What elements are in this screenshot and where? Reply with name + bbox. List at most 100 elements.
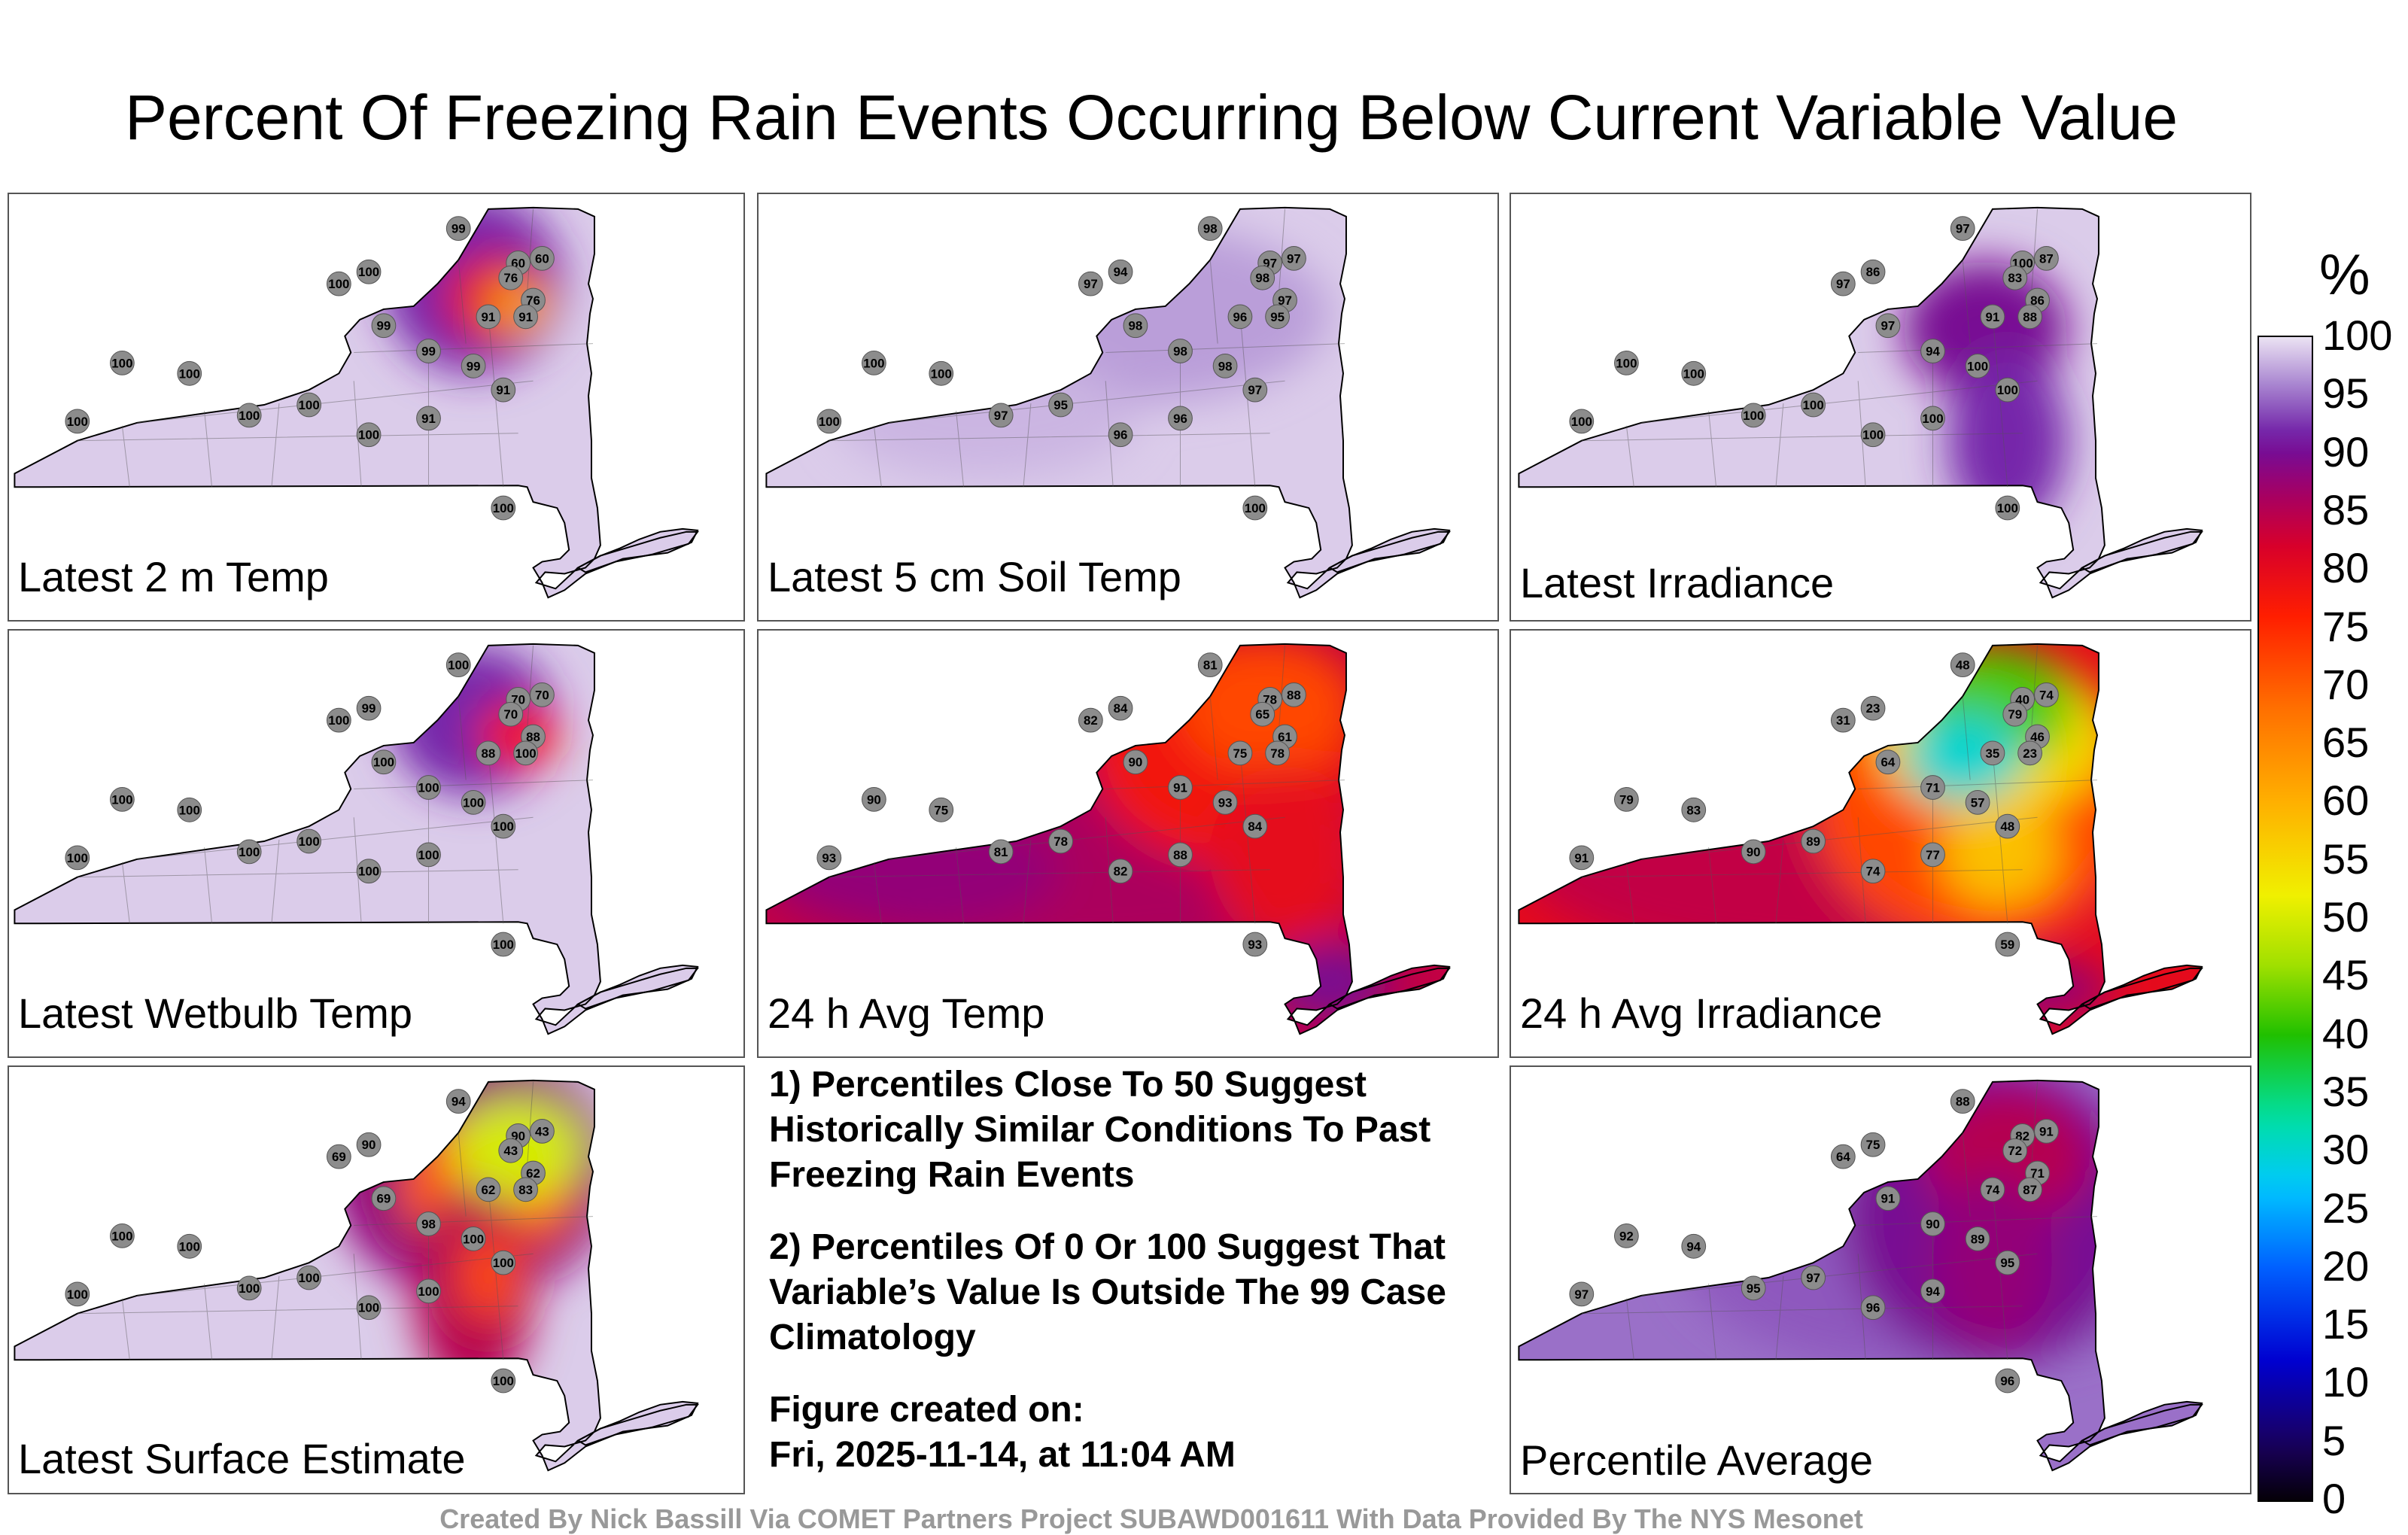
field-blob [1932, 1172, 2053, 1351]
station-value: 60 [535, 251, 549, 266]
station-marker: 98 [1197, 216, 1223, 242]
station-dot [1108, 859, 1133, 884]
station-dot [1860, 259, 1886, 284]
station-marker: 100 [177, 360, 202, 386]
station-marker: 90 [1123, 749, 1148, 775]
station-marker: 93 [1212, 790, 1238, 815]
station-dot [816, 845, 842, 871]
station-value: 69 [332, 1150, 346, 1164]
station-marker: 83 [513, 1177, 538, 1202]
station-marker: 100 [356, 259, 382, 284]
station-value: 88 [1287, 688, 1301, 702]
state-outline [1518, 643, 2203, 1035]
station-dot [1227, 304, 1253, 330]
station-value: 97 [994, 409, 1008, 423]
station-value: 96 [1866, 1301, 1880, 1315]
station-dot [1569, 1281, 1595, 1307]
station-marker: 69 [326, 1144, 351, 1169]
station-marker: 100 [1614, 351, 1639, 375]
colorbar-tick-label: 0 [2322, 1475, 2346, 1522]
station-marker: 100 [326, 271, 351, 296]
station-marker: 100 [296, 828, 322, 854]
panel-label: Latest 2 m Temp [18, 553, 329, 600]
station-value: 100 [418, 848, 439, 862]
station-value: 69 [377, 1192, 391, 1206]
station-dot [816, 409, 842, 434]
station-value: 31 [1836, 713, 1850, 728]
station-marker: 100 [236, 403, 262, 428]
station-marker: 98 [1250, 265, 1275, 290]
station-dot [1168, 339, 1193, 363]
station-value: 88 [482, 746, 496, 761]
station-dot [929, 797, 954, 822]
station-marker: 100 [816, 409, 842, 434]
station-dot [1048, 828, 1074, 854]
field-base [1519, 207, 2202, 598]
station-value: 94 [451, 1095, 466, 1109]
station-marker: 100 [416, 775, 441, 800]
station-marker: 88 [2017, 304, 2042, 330]
station-marker: 97 [1242, 377, 1268, 403]
map-panel-avgtemp: 81 78 88 65 61 75 78 84 82 90 91 93 84 88 82 78 81 75 90 93… [757, 629, 1499, 1058]
station-marker: 97 [1830, 271, 1856, 296]
long-island-outline [1328, 530, 1451, 573]
station-marker: 100 [296, 1265, 322, 1290]
station-dot [1681, 360, 1707, 386]
station-value: 97 [1574, 1287, 1589, 1302]
station-marker: 92 [1614, 1223, 1639, 1248]
station-dot [236, 403, 262, 428]
station-marker: 100 [236, 839, 262, 865]
colorbar-tick-label: 30 [2322, 1126, 2370, 1174]
station-marker: 100 [236, 1275, 262, 1301]
station-value: 94 [1686, 1239, 1701, 1254]
station-dot [1801, 828, 1826, 854]
station-value: 65 [1255, 707, 1269, 722]
station-dot [416, 842, 441, 868]
station-dot [1078, 707, 1103, 733]
station-value: 92 [1619, 1229, 1634, 1243]
station-dot [1920, 406, 1945, 431]
station-value: 100 [418, 1284, 439, 1299]
station-value: 100 [373, 755, 394, 770]
station-value: 100 [493, 1256, 514, 1270]
colorbar-tick-label: 10 [2322, 1358, 2370, 1406]
station-dot [461, 1226, 486, 1251]
station-dot [2017, 304, 2042, 330]
colorbar-tick-label: 50 [2322, 893, 2370, 941]
station-value: 90 [1129, 755, 1143, 770]
station-value: 90 [362, 1138, 376, 1152]
station-value: 99 [451, 222, 466, 236]
station-dot [1108, 259, 1133, 284]
station-marker: 97 [1875, 313, 1901, 339]
station-marker: 74 [2034, 682, 2059, 707]
station-marker: 57 [1965, 790, 1990, 815]
station-marker: 100 [177, 1233, 202, 1259]
station-dot [1860, 1295, 1886, 1321]
station-value: 98 [1173, 344, 1187, 358]
station-value: 100 [418, 780, 439, 795]
map-panel-soil: 98 97 97 98 97 96 95 94 97 98 98 98 97 96 96 95 97 100 100… [757, 193, 1499, 622]
station-marker: 75 [929, 797, 954, 822]
station-dot [326, 707, 351, 733]
station-marker: 74 [1980, 1177, 2005, 1202]
station-value: 100 [358, 1301, 379, 1315]
station-value: 95 [1747, 1281, 1761, 1296]
station-value: 100 [299, 1271, 320, 1285]
station-dot [1875, 313, 1901, 339]
station-value: 91 [482, 310, 496, 324]
station-value: 96 [1233, 310, 1248, 324]
station-value: 97 [1956, 222, 1970, 236]
station-value: 95 [1054, 398, 1068, 412]
colorbar-unit: % [2319, 243, 2370, 307]
station-dot [236, 839, 262, 865]
station-dot [1242, 813, 1268, 839]
station-dot [356, 259, 382, 284]
station-marker: 97 [1569, 1281, 1595, 1307]
station-marker: 97 [988, 403, 1014, 428]
station-dot [461, 354, 486, 378]
station-value: 74 [2039, 688, 2054, 702]
station-value: 100 [299, 834, 320, 849]
station-dot [513, 1177, 538, 1202]
station-dot [356, 1132, 382, 1157]
